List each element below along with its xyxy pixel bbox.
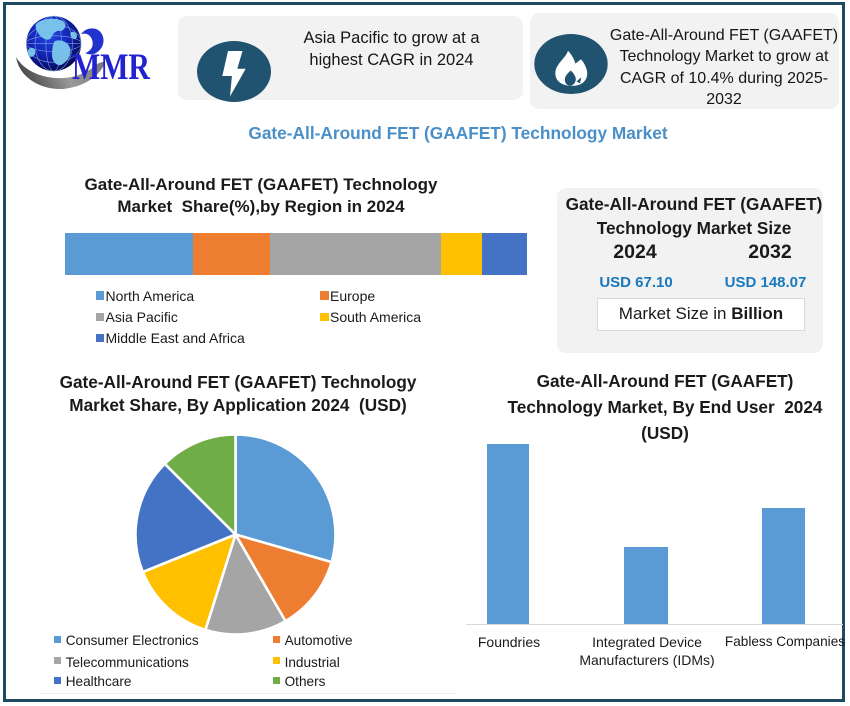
svg-text:MMR: MMR (72, 47, 151, 88)
